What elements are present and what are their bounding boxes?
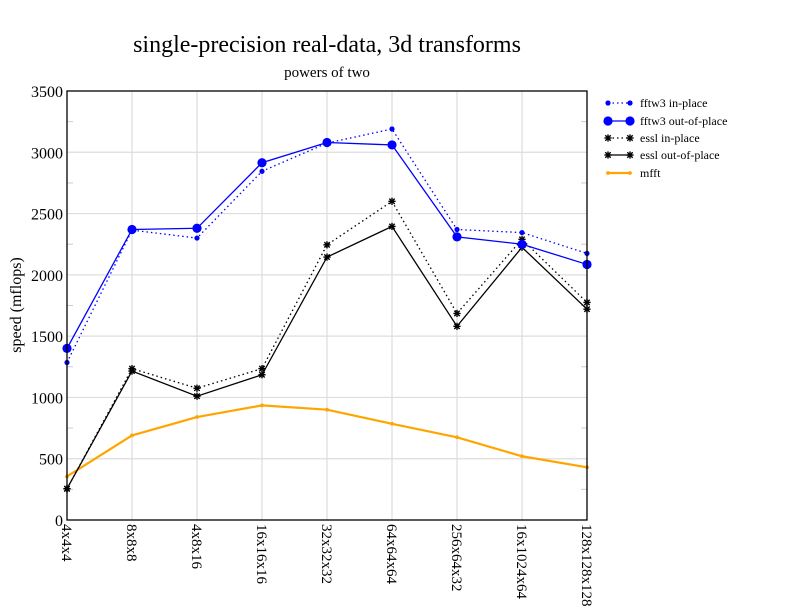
legend-label: fftw3 in-place: [640, 96, 707, 110]
data-point: [389, 126, 395, 132]
y-axis-ticks: 0 500 1000 1500 2000 2500 3000 3500: [31, 84, 63, 530]
y-tick-label: 0: [55, 513, 63, 530]
legend-marker: [603, 116, 613, 126]
y-tick-label: 1500: [31, 329, 63, 346]
data-point: [194, 235, 200, 241]
x-tick-label: 8x8x8: [123, 524, 139, 562]
data-point: [258, 365, 266, 373]
y-tick-label: 500: [39, 452, 63, 469]
legend-marker: [626, 151, 634, 159]
legend-marker: [604, 134, 612, 142]
x-tick-label: 16x1024x64: [513, 524, 529, 600]
data-point: [454, 226, 460, 233]
legend-label: fftw3 out-of-place: [640, 114, 727, 128]
legend-marker: [627, 100, 633, 106]
series-essl-in-place: [63, 197, 591, 493]
data-point: [128, 365, 136, 373]
data-point: [520, 454, 524, 459]
data-point: [388, 222, 396, 231]
y-tick-label: 2500: [31, 207, 63, 224]
data-point: [325, 407, 329, 412]
data-point: [323, 253, 331, 261]
data-point: [390, 421, 394, 426]
data-point: [388, 197, 396, 205]
plot-frame: [66, 90, 588, 521]
data-point: [453, 309, 461, 318]
legend-label: essl in-place: [640, 131, 700, 145]
data-point: [192, 223, 202, 233]
data-point: [455, 435, 459, 440]
data-point: [387, 140, 397, 150]
legend-marker: [606, 171, 610, 175]
data-point: [127, 224, 137, 235]
data-point: [193, 384, 201, 392]
legend: fftw3 in-place fftw3 out-of-place essl in-…: [603, 96, 727, 180]
data-point: [519, 229, 525, 236]
data-point: [322, 137, 332, 148]
legend-item: fftw3 in-place: [605, 96, 707, 110]
data-point: [195, 415, 199, 419]
x-tick-label: 4x4x4: [58, 524, 74, 562]
legend-marker: [626, 134, 634, 142]
x-tick-label: 32x32x32: [318, 524, 334, 584]
chart-title: single-precision real-data, 3d transform…: [133, 32, 521, 58]
y-tick-label: 2000: [31, 268, 63, 285]
data-point: [452, 232, 462, 242]
y-tick-label: 3500: [31, 84, 63, 101]
data-point: [517, 239, 527, 249]
chart-subtitle: powers of two: [284, 65, 370, 81]
y-axis-label: speed (mflops): [8, 257, 25, 353]
legend-marker: [628, 171, 632, 175]
x-tick-label: 64x64x64: [383, 524, 399, 585]
x-axis-ticks: 4x4x4 8x8x8 4x8x16 16x16x16 32x32x32 64x64x64…: [58, 524, 594, 607]
data-point: [259, 168, 265, 174]
y-tick-label: 3000: [31, 145, 63, 162]
x-tick-label: 16x16x16: [253, 524, 269, 585]
legend-item: essl out-of-place: [604, 148, 720, 162]
data-point: [260, 403, 264, 408]
grid: [67, 91, 587, 520]
y-tick-label: 1000: [31, 390, 63, 407]
legend-marker: [605, 100, 611, 106]
series-group: [62, 126, 592, 493]
x-tick-label: 4x8x16: [188, 524, 204, 570]
data-point: [193, 392, 201, 400]
data-point: [130, 433, 134, 438]
legend-label: essl out-of-place: [640, 148, 720, 162]
legend-item: fftw3 out-of-place: [603, 114, 727, 128]
legend-item: mfft: [606, 166, 661, 180]
legend-label: mfft: [640, 166, 661, 180]
x-tick-label: 256x64x32: [448, 524, 464, 592]
legend-marker: [604, 151, 612, 159]
series-mfft: [65, 403, 589, 479]
data-point: [257, 158, 267, 168]
x-tick-label: 128x128x128: [578, 524, 594, 607]
data-point: [258, 371, 266, 379]
data-point: [323, 241, 331, 249]
legend-marker: [625, 116, 635, 126]
data-point: [453, 322, 461, 330]
legend-item: essl in-place: [604, 131, 700, 145]
